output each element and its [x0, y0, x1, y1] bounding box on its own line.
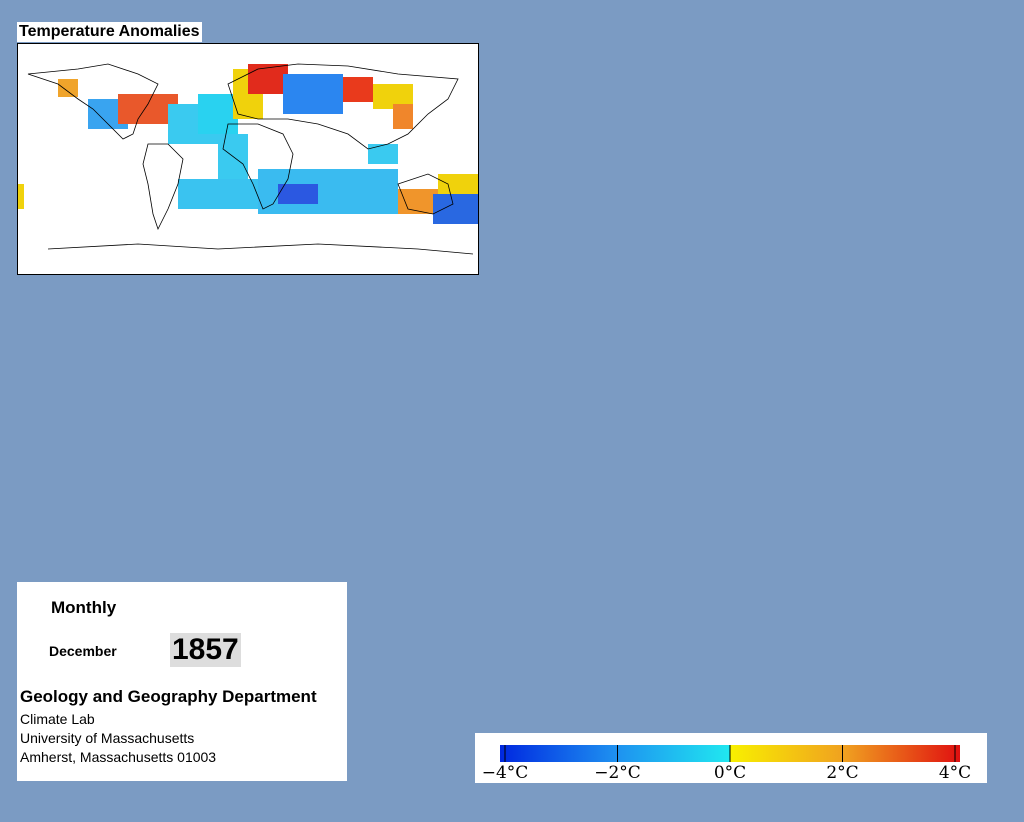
map-title: Temperature Anomalies — [17, 22, 202, 42]
year: 1857 — [170, 633, 241, 667]
colorbar-tick-label: 2°C — [826, 763, 858, 783]
address-line: University of Massachusetts — [20, 730, 195, 746]
address-line: Amherst, Massachusetts 01003 — [20, 749, 217, 765]
coastlines — [27, 63, 474, 255]
department: Geology and Geography Department — [20, 687, 317, 706]
month: December — [49, 643, 117, 659]
period: Monthly — [51, 598, 117, 617]
colorbar: −4°C −2°C 0°C 2°C 4°C — [475, 733, 987, 783]
info-panel: Monthly December 1857 Geology and Geogra… — [17, 582, 347, 781]
colorbar-tick-label: 4°C — [939, 763, 971, 783]
colorbar-tick-label: −2°C — [594, 763, 641, 783]
colorbar-tick-label: −4°C — [482, 763, 529, 783]
colorbar-tick-label: 0°C — [714, 763, 746, 783]
map — [17, 43, 479, 275]
anomaly-field — [18, 64, 478, 224]
address-line: Climate Lab — [20, 711, 95, 727]
